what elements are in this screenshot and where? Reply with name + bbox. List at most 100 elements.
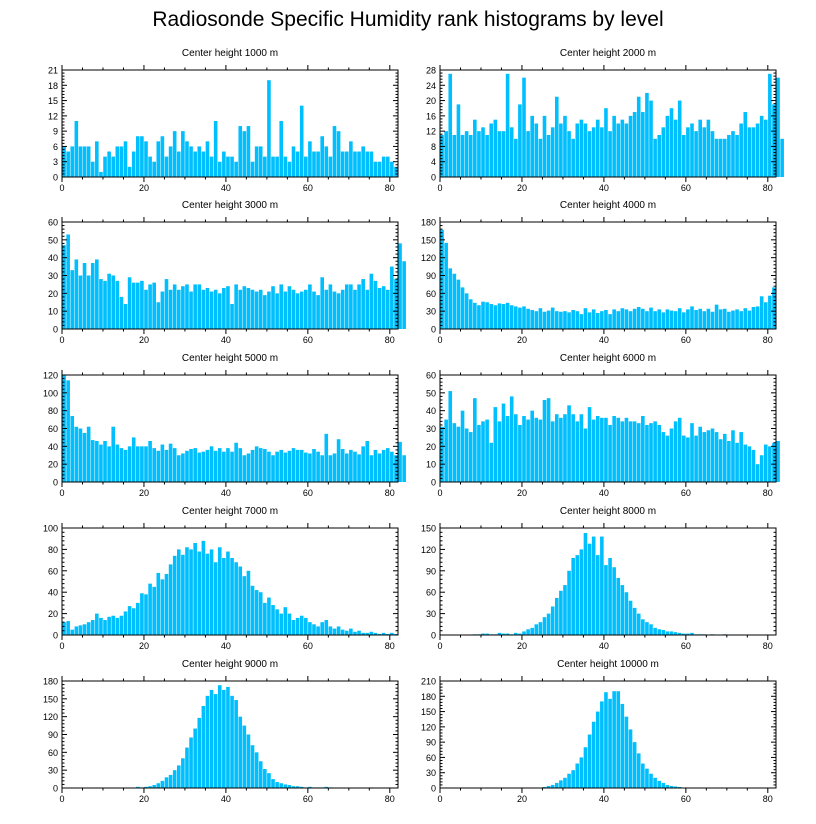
histogram-bar <box>526 308 530 329</box>
histogram-bar <box>246 287 251 329</box>
histogram-bar <box>591 721 596 788</box>
histogram-bar <box>682 312 686 329</box>
histogram-bar <box>653 777 657 788</box>
histogram-bar <box>579 119 584 177</box>
histogram-bar <box>361 146 365 177</box>
histogram-bar <box>612 309 616 329</box>
histogram-bar <box>509 396 514 482</box>
histogram-bar <box>185 141 189 177</box>
histogram-bar <box>328 284 333 329</box>
histogram-bar <box>620 421 625 482</box>
histogram-bar <box>550 606 555 635</box>
histogram-bar <box>710 428 715 482</box>
histogram-bar <box>283 784 288 788</box>
y-tick-label: 10 <box>48 307 58 317</box>
histogram-bar <box>591 419 596 482</box>
histogram-bar <box>66 234 70 329</box>
histogram-bar <box>90 620 95 635</box>
histogram-bar <box>238 566 243 635</box>
histogram-bar <box>751 307 756 329</box>
histogram-bar <box>209 156 214 177</box>
y-tick-label: 90 <box>426 738 436 748</box>
y-tick-label: 3 <box>53 157 58 167</box>
histogram-bar <box>522 631 526 635</box>
y-tick-label: 100 <box>43 524 58 534</box>
histogram-bar <box>645 311 649 329</box>
histogram-bar <box>682 134 686 177</box>
histogram-bar <box>698 119 702 177</box>
histogram-bar <box>328 156 333 177</box>
histogram-bar <box>283 607 288 635</box>
histogram-bar <box>514 414 518 482</box>
x-tick-label: 60 <box>681 183 691 193</box>
histogram-bar <box>304 289 308 329</box>
histogram-bar <box>66 380 70 482</box>
histogram-bar <box>193 728 197 788</box>
histogram-bar <box>115 280 120 329</box>
y-tick-label: 90 <box>48 730 58 740</box>
histogram-bar <box>481 633 485 635</box>
histogram-bar <box>361 279 365 329</box>
histogram-bar <box>242 286 247 329</box>
histogram-bar <box>217 448 222 482</box>
histogram-bar <box>222 151 226 177</box>
histogram-bar <box>82 146 87 177</box>
histogram-bar <box>123 611 128 635</box>
histogram-bar <box>213 562 218 635</box>
histogram-bar <box>205 449 210 482</box>
histogram-bar <box>205 695 210 788</box>
panel-title: Center height 2000 m <box>560 48 656 59</box>
y-tick-label: 0 <box>431 325 436 335</box>
histogram-bar <box>201 289 206 329</box>
histogram-bar <box>448 268 453 329</box>
y-tick-label: 50 <box>48 235 58 245</box>
histogram-bar <box>645 424 649 482</box>
histogram-bar <box>107 273 111 329</box>
histogram-bar <box>661 432 666 482</box>
histogram-bar <box>677 786 682 788</box>
x-tick-label: 20 <box>517 335 527 345</box>
histogram-bar <box>254 752 259 788</box>
histogram-bar <box>340 629 345 635</box>
histogram-bar <box>554 782 559 788</box>
histogram-bar <box>481 421 485 482</box>
histogram-bar <box>526 131 530 177</box>
histogram-bar <box>751 449 756 482</box>
histogram-bar <box>144 141 148 177</box>
x-tick-label: 20 <box>139 641 149 651</box>
histogram-bar <box>550 127 555 177</box>
histogram-bar <box>316 295 320 329</box>
y-tick-label: 60 <box>426 588 436 598</box>
histogram-bar <box>473 398 477 482</box>
histogram-bar <box>641 416 645 482</box>
histogram-bar <box>526 419 530 482</box>
histogram-bar <box>254 291 259 329</box>
histogram-bar <box>542 617 547 635</box>
histogram-bar <box>140 593 144 635</box>
histogram-bar <box>456 279 461 329</box>
histogram-bar <box>201 705 206 788</box>
histogram-bar <box>156 572 161 635</box>
histogram-bar <box>722 138 727 177</box>
histogram-bar <box>722 308 727 329</box>
histogram-bar <box>481 127 485 177</box>
histogram-bar <box>538 622 543 635</box>
x-tick-label: 0 <box>59 641 64 651</box>
histogram-bar <box>295 617 300 635</box>
histogram-bar <box>361 446 365 482</box>
histogram-bar <box>103 620 107 635</box>
histogram-bar <box>493 119 498 177</box>
histogram-bar <box>394 166 398 177</box>
histogram-bar <box>385 633 390 635</box>
histogram-bar <box>390 266 394 329</box>
histogram-bar <box>641 112 645 177</box>
histogram-bar <box>336 439 341 482</box>
histogram-bar <box>686 127 690 177</box>
histogram-bar <box>477 131 481 177</box>
y-tick-label: 28 <box>426 66 436 76</box>
histogram-bar <box>534 417 539 482</box>
y-tick-label: 10 <box>426 460 436 470</box>
histogram-bar <box>123 304 128 329</box>
histogram-bar <box>522 416 526 482</box>
histogram-bar <box>727 311 731 329</box>
